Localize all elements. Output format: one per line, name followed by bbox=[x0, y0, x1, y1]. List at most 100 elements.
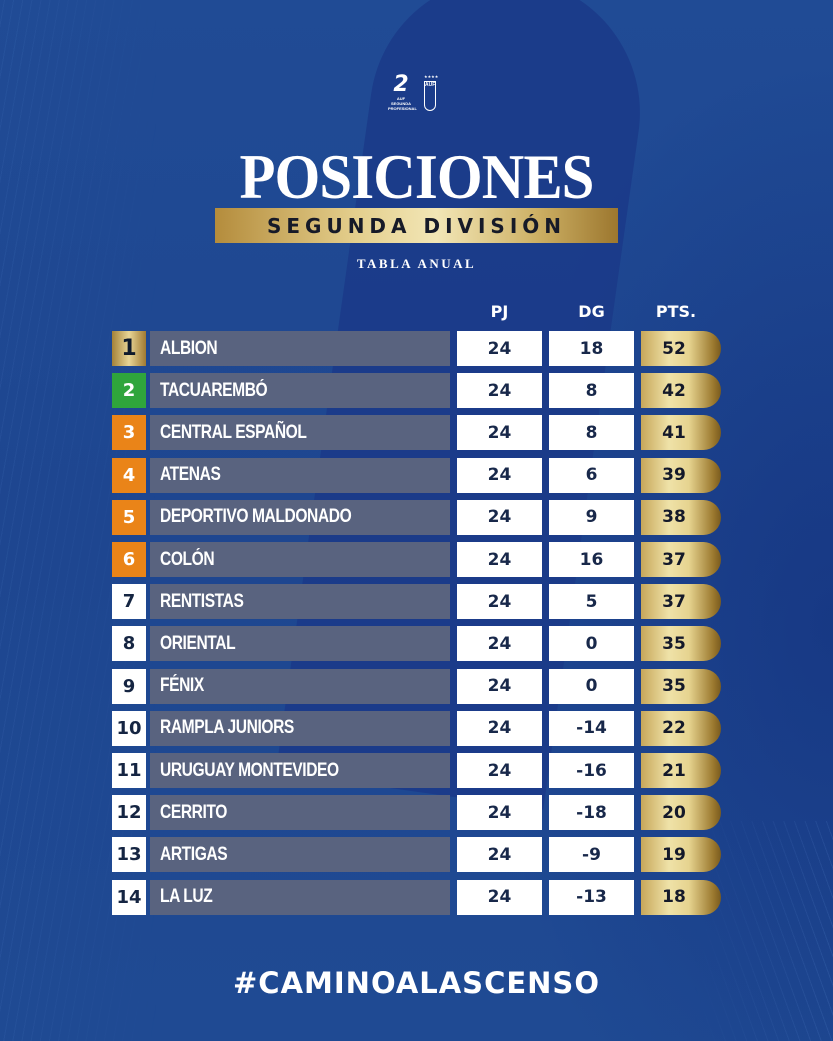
points-cell: 37 bbox=[641, 542, 721, 577]
team-name: RAMPLA JUNIORS bbox=[160, 717, 294, 739]
table-type-label: TABLA ANUAL bbox=[356, 256, 477, 271]
team-name-cell: CERRITO bbox=[150, 795, 450, 831]
goal-difference-cell: 0 bbox=[549, 626, 634, 662]
played-cell: 24 bbox=[457, 668, 542, 704]
played-cell: 24 bbox=[457, 584, 542, 620]
table-row: 7 RENTISTAS 24 5 37 bbox=[112, 584, 722, 620]
goal-difference-cell: 6 bbox=[549, 457, 634, 493]
team-name-cell: ATENAS bbox=[150, 457, 450, 493]
team-name-cell: COLÓN bbox=[150, 542, 450, 577]
team-name: ARTIGAS bbox=[160, 843, 228, 865]
team-name: TACUAREMBÓ bbox=[160, 379, 268, 401]
points-cell: 35 bbox=[641, 668, 721, 704]
goal-difference-cell: 8 bbox=[549, 373, 634, 409]
team-name-cell: RAMPLA JUNIORS bbox=[150, 710, 450, 746]
team-name-cell: LA LUZ bbox=[150, 879, 450, 915]
played-cell: 24 bbox=[457, 499, 542, 535]
division-banner: SEGUNDA DIVISIÓN bbox=[215, 208, 618, 243]
position-badge: 7 bbox=[112, 584, 146, 620]
table-row: 9 FÉNIX 24 0 35 bbox=[112, 668, 722, 704]
position-badge: 11 bbox=[112, 753, 146, 788]
logos: 2 AUF SEGUNDA PROFESIONAL ★★★★ AUF bbox=[388, 74, 438, 116]
table-row: 1 ALBION 24 18 52 bbox=[112, 331, 722, 366]
table-row: 10 RAMPLA JUNIORS 24 -14 22 bbox=[112, 710, 722, 746]
position-badge: 10 bbox=[112, 710, 146, 746]
points-cell: 38 bbox=[641, 499, 721, 535]
team-name: COLÓN bbox=[160, 548, 215, 570]
points-cell: 18 bbox=[641, 879, 721, 915]
position-badge: 2 bbox=[112, 373, 146, 409]
auf-crest-icon: ★★★★ AUF bbox=[424, 74, 438, 114]
segunda-division-logo-icon: 2 AUF SEGUNDA PROFESIONAL bbox=[388, 72, 417, 112]
table-row: 6 COLÓN 24 16 37 bbox=[112, 542, 722, 577]
column-header-dg: DG bbox=[578, 302, 605, 321]
team-name-cell: ALBION bbox=[150, 331, 450, 366]
position-badge: 4 bbox=[112, 457, 146, 493]
goal-difference-cell: 16 bbox=[549, 542, 634, 577]
points-cell: 22 bbox=[641, 710, 721, 746]
goal-difference-cell: 8 bbox=[549, 415, 634, 451]
team-name: FÉNIX bbox=[160, 675, 204, 697]
position-badge: 14 bbox=[112, 879, 146, 915]
played-cell: 24 bbox=[457, 415, 542, 451]
played-cell: 24 bbox=[457, 753, 542, 788]
goal-difference-cell: 9 bbox=[549, 499, 634, 535]
team-name-cell: ORIENTAL bbox=[150, 626, 450, 662]
team-name: CENTRAL ESPAÑOL bbox=[160, 421, 307, 443]
table-row: 8 ORIENTAL 24 0 35 bbox=[112, 626, 722, 662]
hashtag: #CAMINOALASCENSO bbox=[233, 966, 600, 1000]
column-header-pts: PTS. bbox=[655, 302, 697, 321]
table-row: 3 CENTRAL ESPAÑOL 24 8 41 bbox=[112, 415, 722, 451]
team-name: CERRITO bbox=[160, 801, 227, 823]
goal-difference-cell: -16 bbox=[549, 753, 634, 788]
goal-difference-cell: -14 bbox=[549, 710, 634, 746]
points-cell: 41 bbox=[641, 415, 721, 451]
page-title: POSICIONES bbox=[239, 141, 595, 212]
team-name-cell: ARTIGAS bbox=[150, 837, 450, 873]
team-name-cell: RENTISTAS bbox=[150, 584, 450, 620]
played-cell: 24 bbox=[457, 879, 542, 915]
table-row: 14 LA LUZ 24 -13 18 bbox=[112, 879, 722, 915]
goal-difference-cell: 5 bbox=[549, 584, 634, 620]
team-name: ATENAS bbox=[160, 464, 221, 486]
played-cell: 24 bbox=[457, 542, 542, 577]
table-row: 11 URUGUAY MONTEVIDEO 24 -16 21 bbox=[112, 753, 722, 788]
team-name: ALBION bbox=[160, 337, 218, 359]
table-row: 13 ARTIGAS 24 -9 19 bbox=[112, 837, 722, 873]
played-cell: 24 bbox=[457, 837, 542, 873]
points-cell: 39 bbox=[641, 457, 721, 493]
position-badge: 8 bbox=[112, 626, 146, 662]
team-name: RENTISTAS bbox=[160, 590, 244, 612]
position-badge: 13 bbox=[112, 837, 146, 873]
position-badge: 6 bbox=[112, 542, 146, 577]
goal-difference-cell: 18 bbox=[549, 331, 634, 366]
played-cell: 24 bbox=[457, 331, 542, 366]
team-name: LA LUZ bbox=[160, 886, 213, 908]
points-cell: 52 bbox=[641, 331, 721, 366]
division-label: SEGUNDA DIVISIÓN bbox=[266, 213, 567, 238]
played-cell: 24 bbox=[457, 710, 542, 746]
table-row: 5 DEPORTIVO MALDONADO 24 9 38 bbox=[112, 499, 722, 535]
team-name-cell: CENTRAL ESPAÑOL bbox=[150, 415, 450, 451]
played-cell: 24 bbox=[457, 457, 542, 493]
goal-difference-cell: 0 bbox=[549, 668, 634, 704]
team-name: URUGUAY MONTEVIDEO bbox=[160, 759, 339, 781]
table-row: 2 TACUAREMBÓ 24 8 42 bbox=[112, 373, 722, 409]
team-name-cell: TACUAREMBÓ bbox=[150, 373, 450, 409]
points-cell: 20 bbox=[641, 795, 721, 831]
team-name-cell: FÉNIX bbox=[150, 668, 450, 704]
position-badge: 5 bbox=[112, 499, 146, 535]
goal-difference-cell: -18 bbox=[549, 795, 634, 831]
points-cell: 21 bbox=[641, 753, 721, 788]
team-name: ORIENTAL bbox=[160, 632, 236, 654]
played-cell: 24 bbox=[457, 373, 542, 409]
points-cell: 35 bbox=[641, 626, 721, 662]
team-name-cell: DEPORTIVO MALDONADO bbox=[150, 499, 450, 535]
goal-difference-cell: -13 bbox=[549, 879, 634, 915]
position-badge: 9 bbox=[112, 668, 146, 704]
team-name-cell: URUGUAY MONTEVIDEO bbox=[150, 753, 450, 788]
points-cell: 37 bbox=[641, 584, 721, 620]
position-badge: 3 bbox=[112, 415, 146, 451]
points-cell: 42 bbox=[641, 373, 721, 409]
table-row: 4 ATENAS 24 6 39 bbox=[112, 457, 722, 493]
